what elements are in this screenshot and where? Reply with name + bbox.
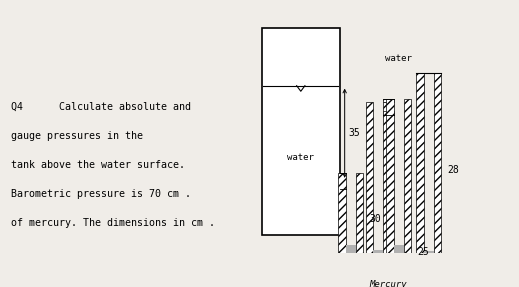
Bar [356,173,363,255]
Bar [387,99,394,255]
Text: 25: 25 [417,247,429,257]
Bar [394,255,434,256]
Bar [346,245,356,257]
Text: Barometric pressure is 70 cm .: Barometric pressure is 70 cm . [11,189,190,199]
Text: Mercury: Mercury [370,280,407,287]
Bar [416,73,424,255]
Text: gauge pressures in the: gauge pressures in the [11,131,143,141]
Bar [394,245,404,257]
Bar [404,99,411,255]
Bar [387,255,441,258]
Text: water: water [386,54,412,63]
Bar [394,253,434,260]
Text: 35: 35 [349,128,361,138]
Text: water: water [288,153,314,162]
Bar [346,255,384,256]
Bar [339,173,346,176]
Text: of mercury. The dimensions in cm .: of mercury. The dimensions in cm . [11,218,215,228]
Bar [262,28,339,234]
Bar [263,86,338,234]
Bar [434,73,441,255]
Bar [384,111,394,115]
Text: tank above the water surface.: tank above the water surface. [11,160,185,170]
Bar [373,250,384,257]
Text: Q4      Calculate absolute and: Q4 Calculate absolute and [11,102,190,112]
Bar [384,99,394,102]
Text: 30: 30 [369,214,381,224]
Text: 28: 28 [447,165,459,175]
Bar [338,255,391,258]
Bar [338,173,346,255]
Bar [366,102,373,255]
Bar [384,102,391,255]
Bar [339,185,346,189]
Bar [346,253,384,260]
Bar [424,251,434,257]
